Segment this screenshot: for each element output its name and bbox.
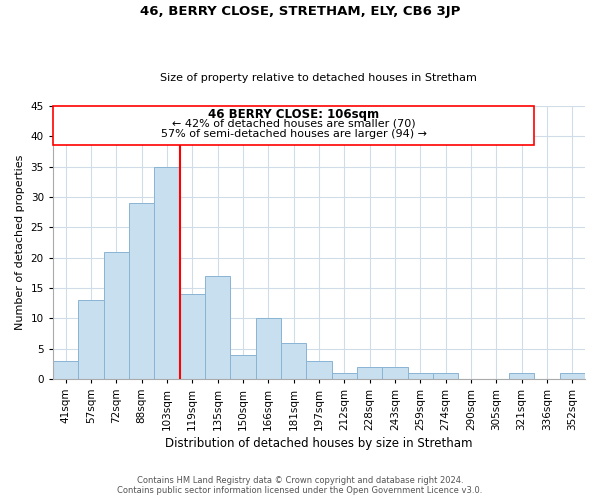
Bar (332, 373, 357, 379)
Text: 46, BERRY CLOSE, STRETHAM, ELY, CB6 3JP: 46, BERRY CLOSE, STRETHAM, ELY, CB6 3JP (140, 5, 460, 18)
X-axis label: Distribution of detached houses by size in Stretham: Distribution of detached houses by size … (165, 437, 473, 450)
Bar (281, 342, 306, 379)
Bar (205, 276, 230, 379)
Bar (179, 294, 205, 379)
Bar (78, 300, 104, 379)
Text: Contains HM Land Registry data © Crown copyright and database right 2024.
Contai: Contains HM Land Registry data © Crown c… (118, 476, 482, 495)
Bar (53, 360, 78, 379)
Bar (53, 106, 535, 146)
Bar (104, 252, 129, 379)
Title: Size of property relative to detached houses in Stretham: Size of property relative to detached ho… (160, 73, 478, 83)
Text: 46 BERRY CLOSE: 106sqm: 46 BERRY CLOSE: 106sqm (208, 108, 379, 122)
Text: ← 42% of detached houses are smaller (70): ← 42% of detached houses are smaller (70… (172, 118, 415, 128)
Bar (357, 367, 382, 379)
Bar (560, 373, 585, 379)
Bar (382, 367, 407, 379)
Bar (306, 360, 332, 379)
Bar (129, 203, 154, 379)
Bar (230, 354, 256, 379)
Bar (509, 373, 535, 379)
Text: 57% of semi-detached houses are larger (94) →: 57% of semi-detached houses are larger (… (161, 129, 427, 139)
Bar (256, 318, 281, 379)
Bar (433, 373, 458, 379)
Y-axis label: Number of detached properties: Number of detached properties (15, 155, 25, 330)
Bar (407, 373, 433, 379)
Bar (154, 166, 179, 379)
